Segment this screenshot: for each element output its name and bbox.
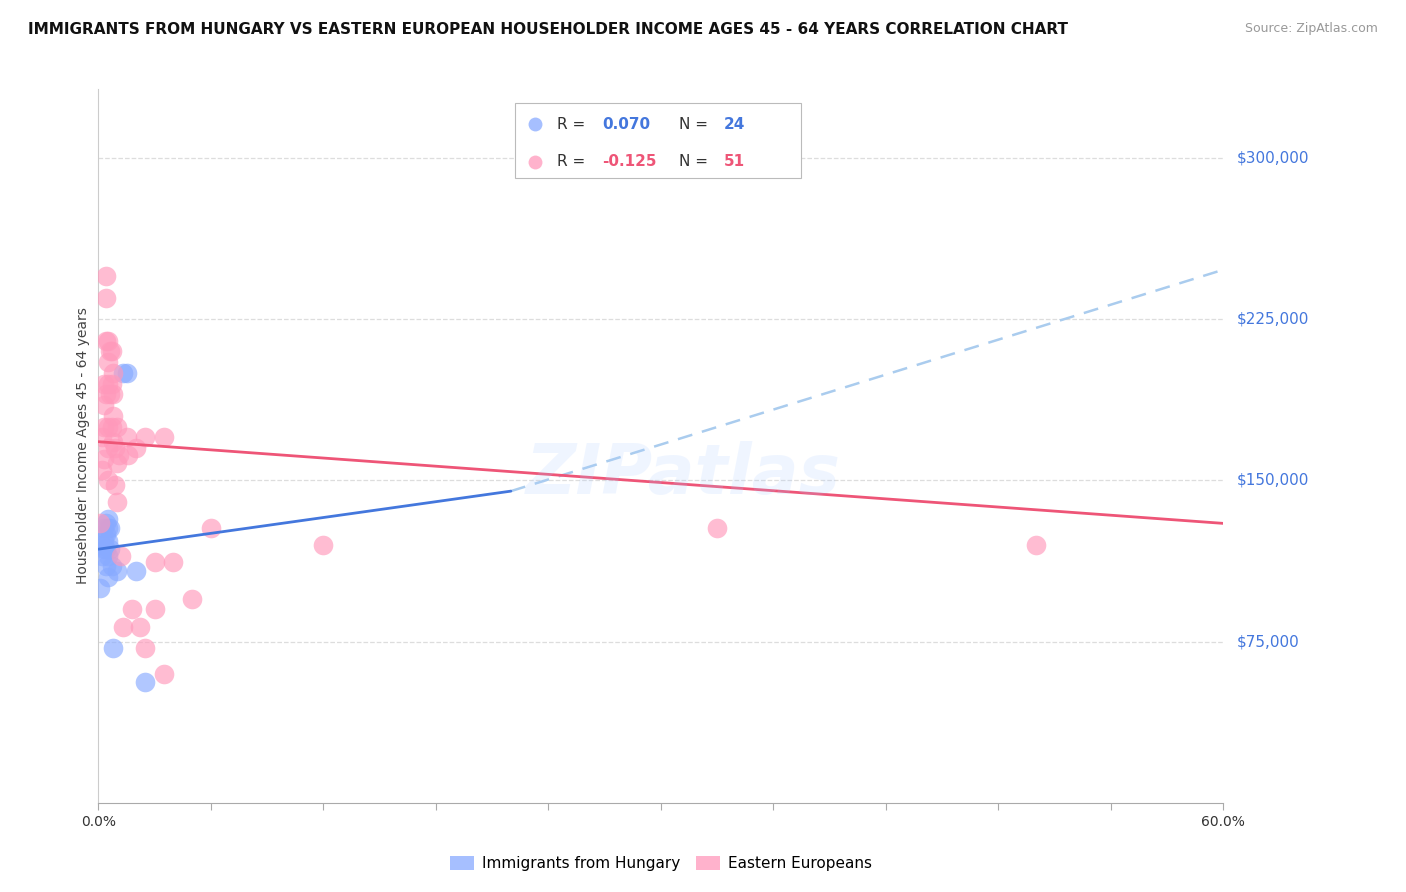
Point bbox=[103, 409, 125, 423]
Point bbox=[128, 619, 150, 633]
Point bbox=[103, 387, 125, 401]
Legend: Immigrants from Hungary, Eastern Europeans: Immigrants from Hungary, Eastern Europea… bbox=[444, 850, 877, 877]
Point bbox=[103, 641, 125, 656]
Text: $300,000: $300,000 bbox=[1237, 151, 1309, 166]
Point bbox=[94, 387, 117, 401]
Point bbox=[91, 549, 114, 563]
Point bbox=[97, 419, 120, 434]
Point bbox=[108, 448, 131, 462]
FancyBboxPatch shape bbox=[515, 103, 801, 178]
Point bbox=[100, 559, 122, 574]
Text: ZIPatlas: ZIPatlas bbox=[526, 441, 841, 508]
Point bbox=[97, 533, 120, 548]
Point bbox=[125, 441, 148, 455]
Point bbox=[98, 521, 121, 535]
Text: 51: 51 bbox=[724, 154, 745, 169]
Point bbox=[94, 559, 117, 574]
Text: IMMIGRANTS FROM HUNGARY VS EASTERN EUROPEAN HOUSEHOLDER INCOME AGES 45 - 64 YEAR: IMMIGRANTS FROM HUNGARY VS EASTERN EUROP… bbox=[28, 22, 1069, 37]
Point bbox=[162, 555, 184, 569]
Point bbox=[97, 570, 120, 584]
Point bbox=[97, 549, 120, 563]
Point bbox=[115, 366, 138, 380]
Point bbox=[94, 334, 117, 348]
Point bbox=[200, 521, 222, 535]
Point bbox=[105, 495, 128, 509]
Y-axis label: Householder Income Ages 45 - 64 years: Householder Income Ages 45 - 64 years bbox=[76, 308, 90, 584]
Point bbox=[110, 549, 132, 563]
Point bbox=[94, 269, 117, 284]
Text: 0.070: 0.070 bbox=[602, 117, 651, 132]
Point bbox=[97, 334, 120, 348]
Point bbox=[93, 542, 115, 557]
Text: R =: R = bbox=[557, 117, 591, 132]
Point bbox=[89, 516, 111, 531]
Point bbox=[111, 619, 134, 633]
Point bbox=[117, 448, 139, 462]
Point bbox=[91, 430, 114, 444]
Point bbox=[100, 376, 122, 391]
Point bbox=[121, 602, 143, 616]
Point bbox=[89, 581, 111, 595]
Point bbox=[104, 441, 127, 455]
Text: N =: N = bbox=[679, 154, 713, 169]
Point bbox=[93, 376, 115, 391]
Point bbox=[98, 387, 121, 401]
Point bbox=[97, 355, 120, 369]
Point bbox=[134, 675, 156, 690]
Point bbox=[105, 456, 128, 470]
Text: 24: 24 bbox=[724, 117, 745, 132]
Point bbox=[125, 564, 148, 578]
Point bbox=[97, 441, 120, 455]
Point bbox=[115, 430, 138, 444]
Point bbox=[105, 564, 128, 578]
Point bbox=[97, 376, 120, 391]
Point bbox=[97, 474, 120, 488]
Point bbox=[97, 521, 120, 535]
Point bbox=[94, 542, 117, 557]
Point bbox=[94, 291, 117, 305]
Text: Source: ZipAtlas.com: Source: ZipAtlas.com bbox=[1244, 22, 1378, 36]
Point bbox=[94, 516, 117, 531]
Text: N =: N = bbox=[679, 117, 713, 132]
Point bbox=[93, 398, 115, 412]
Text: $75,000: $75,000 bbox=[1237, 634, 1301, 649]
Point bbox=[134, 641, 156, 656]
Point bbox=[181, 591, 204, 606]
Point bbox=[93, 451, 115, 466]
Text: $150,000: $150,000 bbox=[1237, 473, 1309, 488]
Point bbox=[93, 521, 115, 535]
Point bbox=[111, 366, 134, 380]
Text: R =: R = bbox=[557, 154, 591, 169]
Point bbox=[103, 434, 125, 449]
Point bbox=[91, 538, 114, 552]
Point bbox=[706, 521, 728, 535]
Point bbox=[104, 477, 127, 491]
Point bbox=[312, 538, 335, 552]
Point bbox=[105, 419, 128, 434]
Point bbox=[143, 555, 166, 569]
Point bbox=[93, 419, 115, 434]
Point bbox=[143, 602, 166, 616]
Point bbox=[153, 666, 176, 681]
Point bbox=[153, 430, 176, 444]
Point bbox=[97, 512, 120, 526]
Text: $225,000: $225,000 bbox=[1237, 311, 1309, 326]
Point bbox=[134, 430, 156, 444]
Point bbox=[94, 527, 117, 541]
Point bbox=[103, 366, 125, 380]
Point bbox=[1025, 538, 1047, 552]
Point bbox=[98, 542, 121, 557]
Point bbox=[91, 463, 114, 477]
Point bbox=[98, 344, 121, 359]
Point bbox=[93, 533, 115, 548]
Point bbox=[100, 344, 122, 359]
Text: -0.125: -0.125 bbox=[602, 154, 657, 169]
Point bbox=[100, 419, 122, 434]
